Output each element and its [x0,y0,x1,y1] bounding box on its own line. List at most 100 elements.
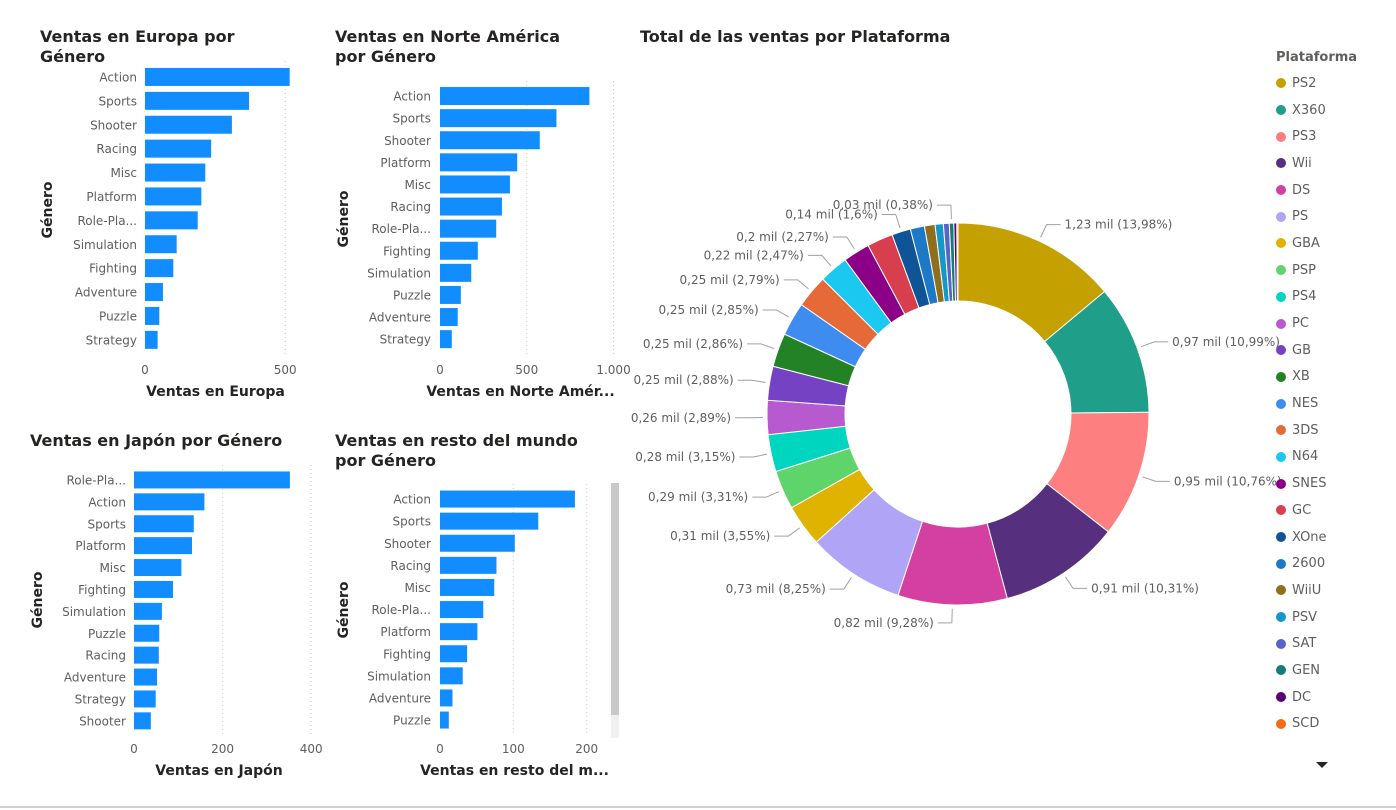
bar[interactable] [440,534,515,552]
legend-label: NES [1292,396,1319,412]
legend-item[interactable]: XB [1276,364,1386,391]
legend-items: PS2 X360 PS3 Wii DS PS GBA PSP PS4 PC GB XB NES 3DS N6… [1276,70,1386,737]
legend-item[interactable]: N64 [1276,444,1386,471]
bar[interactable] [145,139,212,158]
bar[interactable] [145,306,160,325]
bar[interactable] [440,578,495,596]
bar[interactable] [134,537,193,555]
legend-label: PS2 [1292,75,1317,91]
bar[interactable] [440,689,453,707]
bar[interactable] [440,490,575,508]
bar[interactable] [440,512,539,530]
tick-label: 0 [436,363,444,377]
category-label: Role-Pla... [371,603,431,617]
legend-item[interactable]: DC [1276,684,1386,711]
data-label: 0,73 mil (8,25%) [726,582,826,596]
leader-line [1065,576,1088,589]
bar[interactable] [134,471,290,489]
bar[interactable] [440,263,472,282]
bar[interactable] [134,668,158,686]
category-label: Sports [88,517,126,531]
bar[interactable] [440,308,458,327]
legend-item[interactable]: PS4 [1276,284,1386,311]
legend-item[interactable]: GC [1276,497,1386,524]
bar[interactable] [440,601,484,619]
legend-item[interactable]: PS3 [1276,123,1386,150]
legend-label: XB [1292,369,1310,385]
rw-chart-scrollbar[interactable] [611,483,619,738]
category-label: Fighting [383,244,431,258]
legend-item[interactable]: PSP [1276,257,1386,284]
bar[interactable] [145,330,158,349]
bar[interactable] [145,91,250,110]
x-axis-title: Ventas en resto del m... [420,763,609,779]
bar[interactable] [134,712,151,730]
legend-item[interactable]: 2600 [1276,550,1386,577]
bar[interactable] [440,219,497,238]
legend-swatch [1276,505,1286,516]
bar[interactable] [440,711,449,729]
bar[interactable] [145,67,290,86]
bar[interactable] [440,197,502,216]
bar[interactable] [134,602,162,620]
bar[interactable] [134,690,156,708]
legend-item[interactable]: SNES [1276,470,1386,497]
tick-label: 200 [575,742,598,756]
legend-item[interactable]: X360 [1276,97,1386,124]
legend-item[interactable]: GBA [1276,230,1386,257]
bar[interactable] [440,153,518,172]
category-label: Simulation [367,266,431,280]
bar[interactable] [440,131,540,150]
bar[interactable] [134,493,205,511]
bar[interactable] [440,623,478,641]
bar[interactable] [440,175,510,194]
bar[interactable] [440,645,468,663]
legend-item[interactable]: PC [1276,310,1386,337]
legend-item[interactable]: PS [1276,203,1386,230]
legend-item[interactable]: Wii [1276,150,1386,177]
legend-label: GBA [1292,235,1320,251]
bar[interactable] [145,283,163,302]
bar[interactable] [440,556,497,574]
category-label: Misc [110,166,137,180]
bar[interactable] [134,624,160,642]
legend-item[interactable]: DS [1276,177,1386,204]
legend-item[interactable]: PSV [1276,604,1386,631]
legend-item[interactable]: GB [1276,337,1386,364]
bar[interactable] [145,187,202,206]
bar[interactable] [440,667,463,685]
legend-label: PSP [1292,262,1316,278]
tick-label: 400 [300,742,323,756]
bar[interactable] [134,580,173,598]
legend-item[interactable]: SAT [1276,630,1386,657]
legend-item[interactable]: PS2 [1276,70,1386,97]
bar[interactable] [134,559,182,577]
legend-scroll-down-icon[interactable] [1316,762,1328,768]
bar[interactable] [145,259,174,278]
bar[interactable] [145,211,198,230]
bar[interactable] [145,115,232,134]
rw-chart-scroll-thumb[interactable] [611,483,619,715]
bar[interactable] [145,235,177,254]
donut-slice[interactable] [956,222,959,302]
legend-item[interactable]: SCD [1276,711,1386,738]
bar[interactable] [440,87,590,106]
bar[interactable] [440,285,461,304]
data-label: 0,2 mil (2,27%) [736,230,829,244]
legend-item[interactable]: WiiU [1276,577,1386,604]
data-label: 0,91 mil (10,31%) [1091,581,1199,595]
legend-item[interactable]: 3DS [1276,417,1386,444]
category-label: Role-Pla... [66,473,126,487]
bar[interactable] [145,163,206,182]
legend-label: GEN [1292,662,1321,678]
leader-line [737,379,766,383]
bar[interactable] [134,646,159,664]
bar[interactable] [440,109,557,128]
bar[interactable] [440,330,452,349]
legend-item[interactable]: NES [1276,390,1386,417]
leader-line [1140,341,1169,348]
bar[interactable] [440,241,478,260]
legend-item[interactable]: GEN [1276,657,1386,684]
legend-item[interactable]: XOne [1276,524,1386,551]
bar[interactable] [134,515,194,533]
